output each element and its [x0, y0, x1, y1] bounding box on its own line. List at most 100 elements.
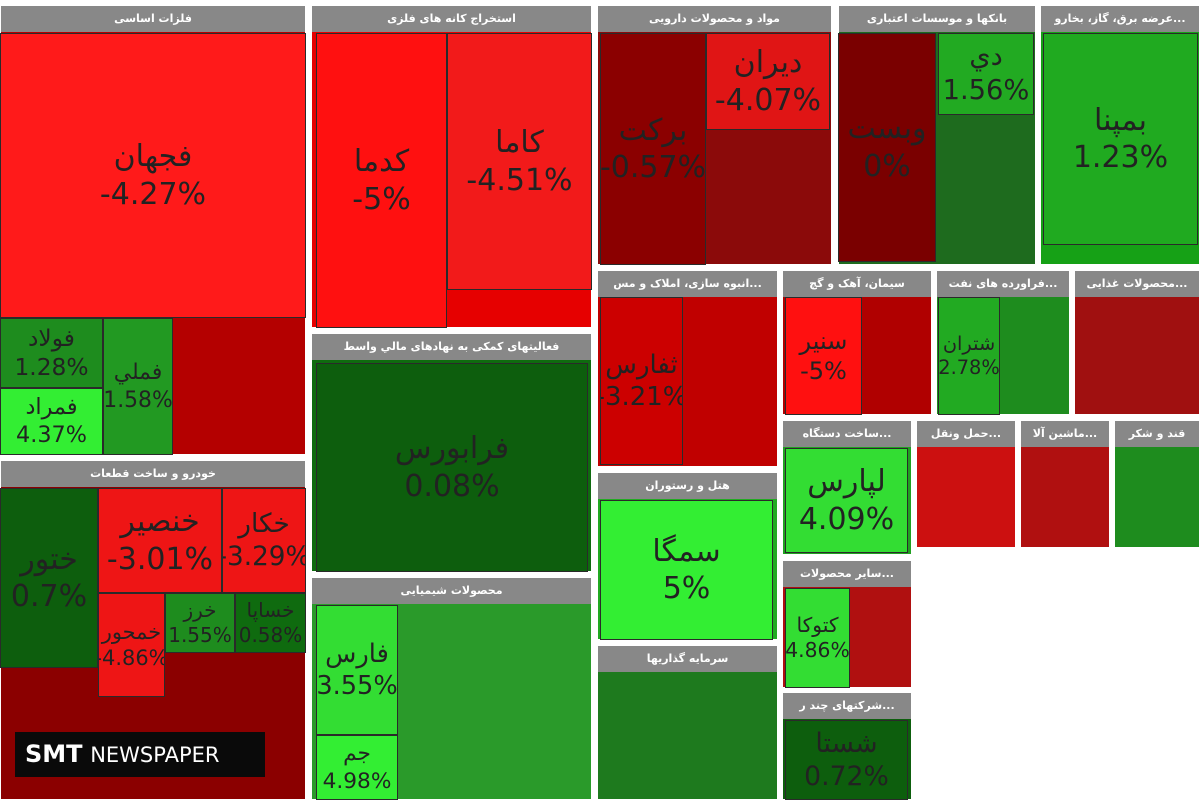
sector-title: استخراج کانه های فلزی	[312, 6, 591, 32]
sector-title: سرمایه گذاریها	[598, 646, 777, 672]
sector-title: ...ماشین آلا	[1021, 421, 1109, 447]
sector-title: ...سایر محصولات	[783, 561, 911, 587]
stock-tile: فملي 1.58%	[103, 318, 173, 455]
stock-tile: بمپنا 1.23%	[1043, 33, 1198, 245]
stock-change: -3.01%	[106, 541, 214, 577]
stock-tile: بركت -0.57%	[600, 33, 706, 265]
watermark-name: NEWSPAPER	[90, 743, 220, 767]
stock-symbol: جم	[343, 741, 371, 767]
sector-title: فعالیتهای کمکی به نهادهای مالي واسط	[312, 334, 591, 360]
stock-change: -5%	[352, 181, 411, 217]
stock-change: 0.58%	[238, 623, 303, 647]
stock-symbol: بركت	[618, 112, 688, 148]
sector-title: ...شرکتهای چند ر	[783, 693, 911, 719]
stock-tile: شتران 2.78%	[938, 297, 1000, 415]
stock-change: 0.08%	[404, 468, 500, 504]
stock-change: 4.09%	[798, 501, 895, 537]
stock-tile: خنصير -3.01%	[98, 488, 222, 593]
stock-change: 5%	[662, 571, 711, 606]
stock-change: 4.86%	[785, 638, 850, 662]
stock-tile: ختور 0.7%	[0, 488, 98, 668]
stock-change: -4.27%	[99, 176, 207, 212]
sector: ...محصولات غذایی	[1074, 270, 1200, 415]
stock-change: -5%	[800, 357, 847, 385]
stock-symbol: لپارس	[807, 464, 886, 499]
sector-title: ...محصولات غذایی	[1075, 271, 1199, 297]
sector-title: مواد و محصولات دارویی	[598, 6, 831, 32]
stock-change: -4.51%	[466, 162, 573, 198]
stock-change: -3.29%	[222, 541, 306, 572]
stock-tile: وبست 0%	[838, 33, 936, 262]
stock-tile: خرز 1.55%	[165, 593, 235, 653]
stock-change: 3.55%	[316, 671, 398, 701]
sector: ...حمل ونقل	[916, 420, 1016, 548]
stock-tile: فجهان -4.27%	[0, 33, 306, 318]
stock-symbol: دي	[969, 40, 1003, 72]
stock-tile: سنير -5%	[785, 297, 862, 415]
stock-symbol: ختور	[20, 541, 78, 577]
stock-symbol: خنصير	[120, 504, 200, 539]
stock-tile: سمگا 5%	[600, 500, 773, 640]
stock-symbol: كدما	[353, 144, 410, 179]
stock-tile: فولاد 1.28%	[0, 318, 103, 388]
sector: سرمایه گذاریها	[597, 645, 778, 800]
stock-symbol: شتران	[942, 331, 996, 355]
stock-symbol: بمپنا	[1094, 102, 1147, 138]
sector-title: ...ساخت دستگاه	[783, 421, 911, 447]
stock-tile: كدما -5%	[316, 33, 447, 328]
stock-tile: فرابورس 0.08%	[316, 363, 588, 572]
stock-symbol: خمحور	[101, 619, 162, 644]
stock-symbol: سمگا	[652, 533, 721, 569]
stock-tile: كتوكا 4.86%	[785, 588, 850, 688]
stock-change: 0%	[863, 148, 911, 184]
sector: قند و شکر	[1114, 420, 1200, 548]
sector-title: قند و شکر	[1115, 421, 1199, 447]
stock-tile: دي 1.56%	[938, 33, 1034, 115]
stock-tile: فارس 3.55%	[316, 605, 398, 735]
stock-symbol: سنير	[799, 326, 848, 355]
watermark-brand: SMT	[25, 740, 83, 768]
stock-tile: كاما -4.51%	[447, 33, 592, 290]
sector-title: محصولات شیمیایی	[312, 578, 591, 604]
stock-change: 0.72%	[804, 761, 889, 792]
stock-symbol: فملي	[113, 360, 163, 386]
sector: ...ماشین آلا	[1020, 420, 1110, 548]
sector-title: بانکها و موسسات اعتباری	[839, 6, 1035, 32]
stock-symbol: وبست	[847, 111, 927, 146]
stock-tile: فمراد 4.37%	[0, 388, 103, 455]
watermark: SMT NEWSPAPER	[15, 732, 265, 777]
sector-title: فلزات اساسی	[1, 6, 305, 32]
sector-title: ...انبوه سازی، املاک و مس	[598, 271, 777, 297]
stock-change: -3.21%	[600, 382, 683, 412]
sector-title: ...عرضه برق، گاز، بخارو	[1041, 6, 1199, 32]
stock-change: 0.7%	[10, 579, 88, 614]
stock-change: 1.58%	[103, 387, 173, 413]
stock-symbol: فجهان	[113, 139, 193, 174]
stock-change: 2.78%	[938, 356, 1000, 379]
sector-title: ...فراورده های نفت	[937, 271, 1069, 297]
stock-change: 1.23%	[1072, 140, 1169, 175]
sector-title: ...حمل ونقل	[917, 421, 1015, 447]
stock-symbol: ثفارس	[605, 349, 678, 380]
stock-symbol: فمراد	[25, 393, 78, 420]
stock-symbol: فارس	[325, 638, 389, 669]
stock-change: 1.56%	[942, 75, 1030, 106]
stock-change: -0.57%	[600, 150, 706, 185]
stock-tile: جم 4.98%	[316, 735, 398, 800]
stock-change: 1.28%	[14, 353, 89, 381]
stock-symbol: ديران	[733, 45, 803, 80]
sector-title: سیمان، آهک و گچ	[783, 271, 931, 297]
stock-change: 4.98%	[322, 768, 392, 794]
stock-change: 1.55%	[168, 623, 232, 647]
stock-symbol: خساپا	[246, 598, 295, 622]
stock-tile: لپارس 4.09%	[785, 448, 908, 553]
stock-symbol: خرز	[183, 598, 217, 622]
sector-title: خودرو و ساخت قطعات	[1, 461, 305, 487]
stock-tile: ثفارس -3.21%	[600, 297, 683, 465]
stock-symbol: كاما	[495, 125, 544, 160]
stock-tile: خكار -3.29%	[222, 488, 306, 593]
stock-tile: خمحور -4.86%	[98, 593, 165, 697]
stock-change: -4.86%	[98, 646, 165, 670]
stock-tile: شستا 0.72%	[785, 720, 908, 800]
